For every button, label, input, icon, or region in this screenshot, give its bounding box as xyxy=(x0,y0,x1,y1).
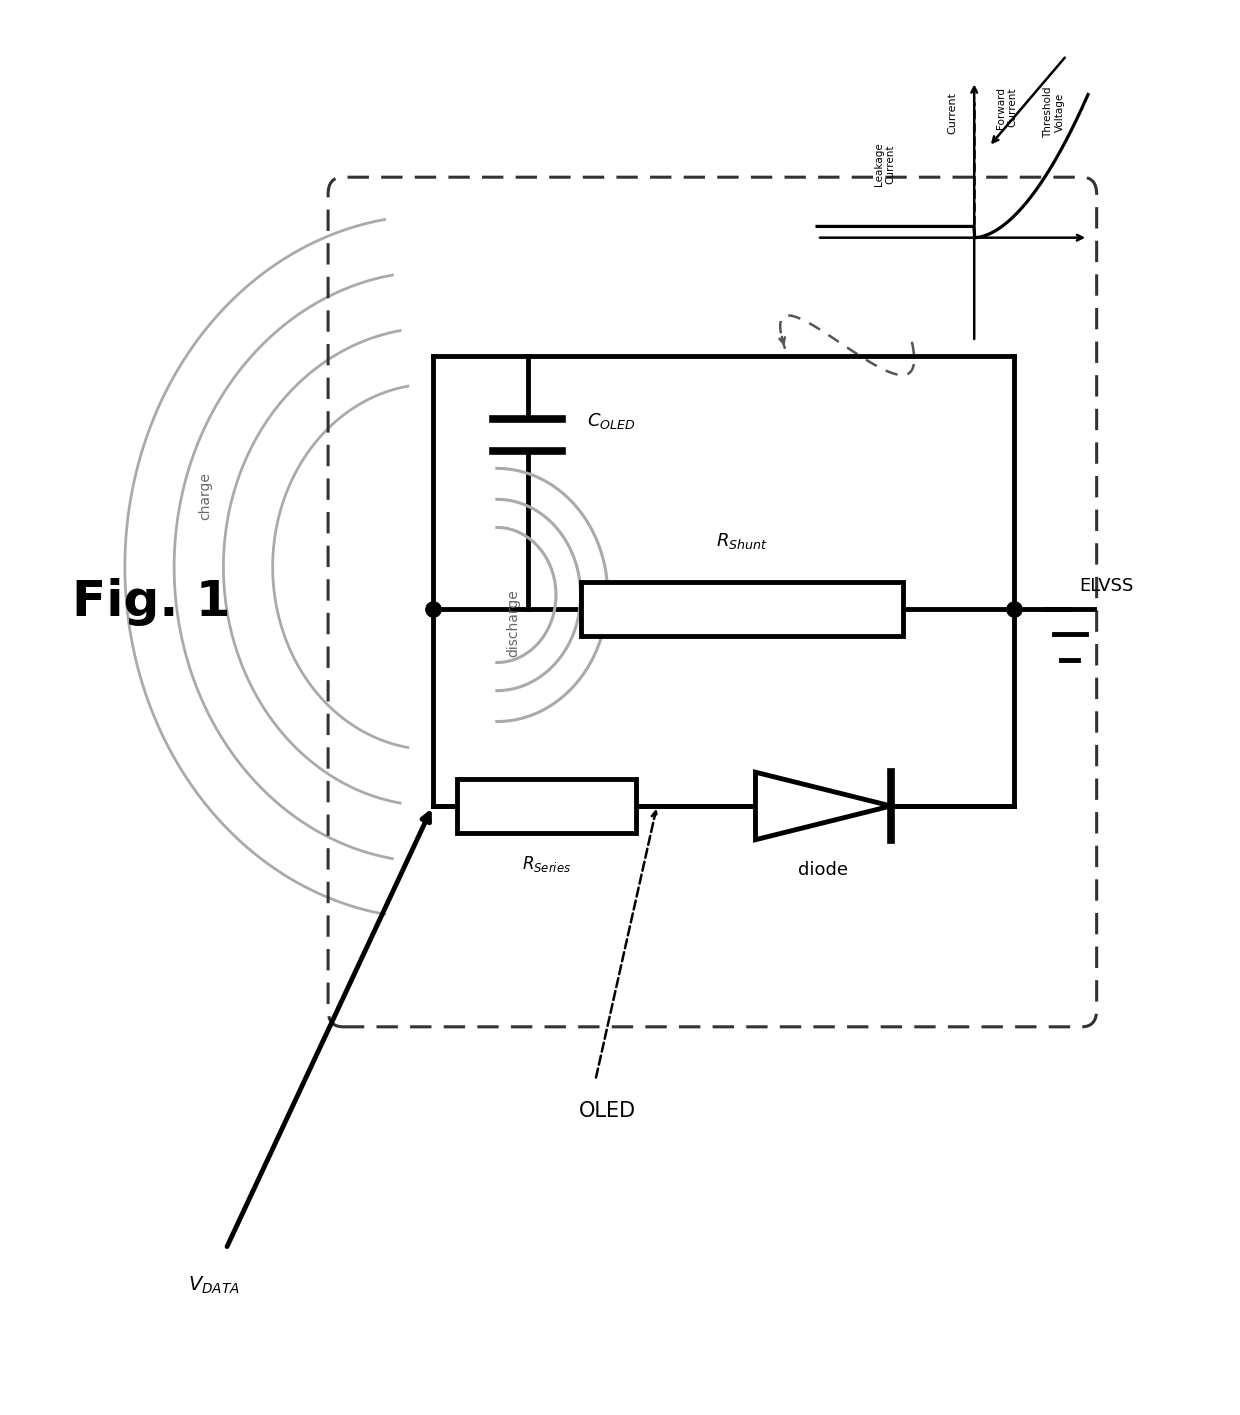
Text: OLED: OLED xyxy=(579,1101,636,1121)
Text: diode: diode xyxy=(799,860,848,879)
Bar xyxy=(458,780,636,832)
Text: Threshold
Voltage: Threshold Voltage xyxy=(1044,86,1065,139)
Text: ELVSS: ELVSS xyxy=(1079,577,1133,594)
Text: $V_{DATA}$: $V_{DATA}$ xyxy=(187,1275,239,1296)
Text: charge: charge xyxy=(198,473,212,521)
Text: Fig. 1: Fig. 1 xyxy=(72,577,231,625)
Text: Forward
Current: Forward Current xyxy=(996,86,1018,129)
Text: Current: Current xyxy=(947,92,957,133)
Text: $R_{Series}$: $R_{Series}$ xyxy=(522,853,572,874)
Text: Leakage
Current: Leakage Current xyxy=(874,142,895,185)
Text: $C_{OLED}$: $C_{OLED}$ xyxy=(587,412,635,432)
Text: $R_{Shunt}$: $R_{Shunt}$ xyxy=(715,532,768,552)
Polygon shape xyxy=(755,773,892,839)
Bar xyxy=(580,583,903,635)
Text: discharge: discharge xyxy=(507,589,521,657)
